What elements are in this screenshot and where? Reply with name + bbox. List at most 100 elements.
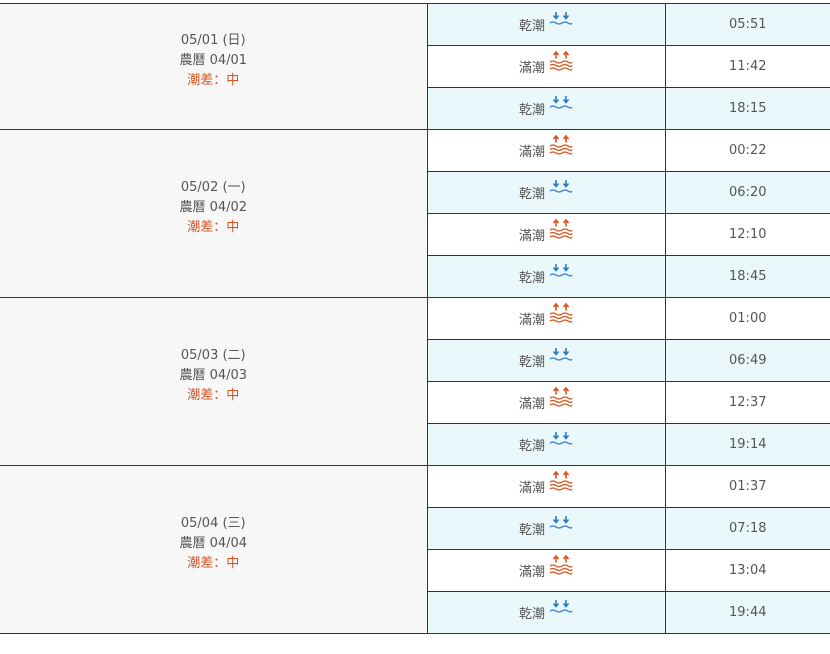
tide-range-label: 潮差：中 — [187, 555, 240, 571]
tide-type-label: 滿潮 — [518, 229, 545, 244]
tide-type-label: 乾潮 — [518, 439, 545, 454]
date-label: 05/02 (一) — [180, 179, 246, 195]
tide-time: 12:10 — [729, 227, 767, 242]
date-cell: 05/01 (日) 農曆 04/01 潮差：中 — [0, 3, 428, 130]
tide-table: 05/01 (日) 農曆 04/01 潮差：中 乾潮 05:51 滿潮 11:42 乾潮 18:… — [0, 3, 830, 634]
tide-time-cell: 12:10 — [664, 213, 830, 256]
tide-row: 05/01 (日) 農曆 04/01 潮差：中 乾潮 05:51 — [0, 3, 830, 130]
tide-range-label: 潮差：中 — [187, 219, 240, 235]
tide-row: 乾潮 06:20 — [0, 171, 830, 214]
tide-row: 滿潮 13:04 — [0, 549, 830, 592]
tide-type-label: 滿潮 — [518, 313, 545, 328]
tide-time-cell: 06:49 — [664, 339, 830, 382]
low-tide-icon — [549, 599, 573, 619]
tide-time: 18:45 — [729, 269, 767, 284]
tide-time: 01:00 — [729, 311, 767, 326]
tide-time-cell: 13:04 — [664, 549, 830, 592]
tide-type-cell: 滿潮 — [426, 129, 666, 172]
tide-time: 12:37 — [729, 395, 767, 410]
tide-time: 06:49 — [729, 353, 767, 368]
high-tide-icon — [549, 50, 573, 75]
tide-type-label: 乾潮 — [518, 607, 545, 622]
tide-type-label: 乾潮 — [518, 19, 545, 34]
tide-row: 乾潮 18:15 — [0, 87, 830, 130]
tide-type-cell: 乾潮 — [426, 339, 666, 382]
tide-type-label: 滿潮 — [518, 397, 545, 412]
tide-row: 滿潮 12:10 — [0, 213, 830, 256]
tide-type-label: 乾潮 — [518, 355, 545, 370]
tide-row: 乾潮 19:14 — [0, 423, 830, 466]
tide-type-cell: 乾潮 — [426, 507, 666, 550]
date-cell: 05/02 (一) 農曆 04/02 潮差：中 — [0, 129, 428, 298]
low-tide-icon — [549, 347, 573, 367]
tide-time-cell: 06:20 — [664, 171, 830, 214]
tide-table-body: 05/01 (日) 農曆 04/01 潮差：中 乾潮 05:51 滿潮 11:42 乾潮 18:… — [0, 3, 830, 634]
tide-type-label: 滿潮 — [518, 481, 545, 496]
tide-time-cell: 01:37 — [664, 465, 830, 508]
tide-type-label: 乾潮 — [518, 103, 545, 118]
date-label: 05/01 (日) — [180, 32, 246, 48]
tide-type-cell: 滿潮 — [426, 381, 666, 424]
tide-row: 05/04 (三) 農曆 04/04 潮差：中 滿潮 01:37 — [0, 465, 830, 634]
lunar-date-label: 農曆 04/04 — [179, 535, 248, 551]
tide-row: 滿潮 12:37 — [0, 381, 830, 424]
low-tide-icon — [549, 179, 573, 199]
tide-time-cell: 12:37 — [664, 381, 830, 424]
tide-time: 06:20 — [729, 185, 767, 200]
date-label: 05/04 (三) — [180, 515, 246, 531]
tide-time-cell: 00:22 — [664, 129, 830, 172]
tide-type-cell: 滿潮 — [426, 549, 666, 592]
tide-type-label: 乾潮 — [518, 523, 545, 538]
tide-time: 19:44 — [729, 605, 767, 620]
lunar-date-label: 農曆 04/02 — [179, 199, 248, 215]
tide-time: 13:04 — [729, 563, 767, 578]
low-tide-icon — [549, 431, 573, 451]
tide-type-cell: 乾潮 — [426, 87, 666, 130]
tide-type-cell: 滿潮 — [426, 297, 666, 340]
tide-row: 乾潮 19:44 — [0, 591, 830, 634]
tide-type-cell: 滿潮 — [426, 45, 666, 88]
date-label: 05/03 (二) — [180, 347, 246, 363]
tide-type-cell: 滿潮 — [426, 213, 666, 256]
low-tide-icon — [549, 95, 573, 115]
tide-type-label: 滿潮 — [518, 565, 545, 580]
tide-type-cell: 乾潮 — [426, 255, 666, 298]
tide-time: 05:51 — [729, 17, 767, 32]
tide-type-cell: 乾潮 — [426, 171, 666, 214]
low-tide-icon — [549, 263, 573, 283]
tide-time: 01:37 — [729, 479, 767, 494]
tide-time-cell: 07:18 — [664, 507, 830, 550]
tide-time: 18:15 — [729, 101, 767, 116]
tide-type-cell: 乾潮 — [426, 423, 666, 466]
tide-type-label: 乾潮 — [518, 271, 545, 286]
tide-row: 乾潮 18:45 — [0, 255, 830, 298]
tide-type-label: 乾潮 — [518, 187, 545, 202]
tide-row: 乾潮 06:49 — [0, 339, 830, 382]
lunar-date-label: 農曆 04/03 — [179, 367, 248, 383]
tide-time: 00:22 — [729, 143, 767, 158]
date-cell: 05/03 (二) 農曆 04/03 潮差：中 — [0, 297, 428, 466]
tide-time-cell: 11:42 — [664, 45, 830, 88]
high-tide-icon — [549, 470, 573, 495]
tide-row: 05/02 (一) 農曆 04/02 潮差：中 滿潮 00:22 — [0, 129, 830, 298]
tide-time: 07:18 — [729, 521, 767, 536]
high-tide-icon — [549, 386, 573, 411]
tide-type-label: 滿潮 — [518, 61, 545, 76]
low-tide-icon — [549, 11, 573, 31]
tide-range-label: 潮差：中 — [187, 72, 240, 88]
lunar-date-label: 農曆 04/01 — [179, 52, 248, 68]
tide-row: 05/03 (二) 農曆 04/03 潮差：中 滿潮 01:00 — [0, 297, 830, 466]
high-tide-icon — [549, 554, 573, 579]
low-tide-icon — [549, 515, 573, 535]
tide-time-cell: 19:14 — [664, 423, 830, 466]
tide-type-label: 滿潮 — [518, 145, 545, 160]
tide-time-cell: 18:15 — [664, 87, 830, 130]
date-cell: 05/04 (三) 農曆 04/04 潮差：中 — [0, 465, 428, 634]
high-tide-icon — [549, 302, 573, 327]
tide-range-label: 潮差：中 — [187, 387, 240, 403]
tide-time: 19:14 — [729, 437, 767, 452]
tide-time-cell: 19:44 — [664, 591, 830, 634]
tide-time: 11:42 — [729, 59, 767, 74]
tide-type-cell: 乾潮 — [426, 3, 666, 46]
tide-type-cell: 乾潮 — [426, 591, 666, 634]
